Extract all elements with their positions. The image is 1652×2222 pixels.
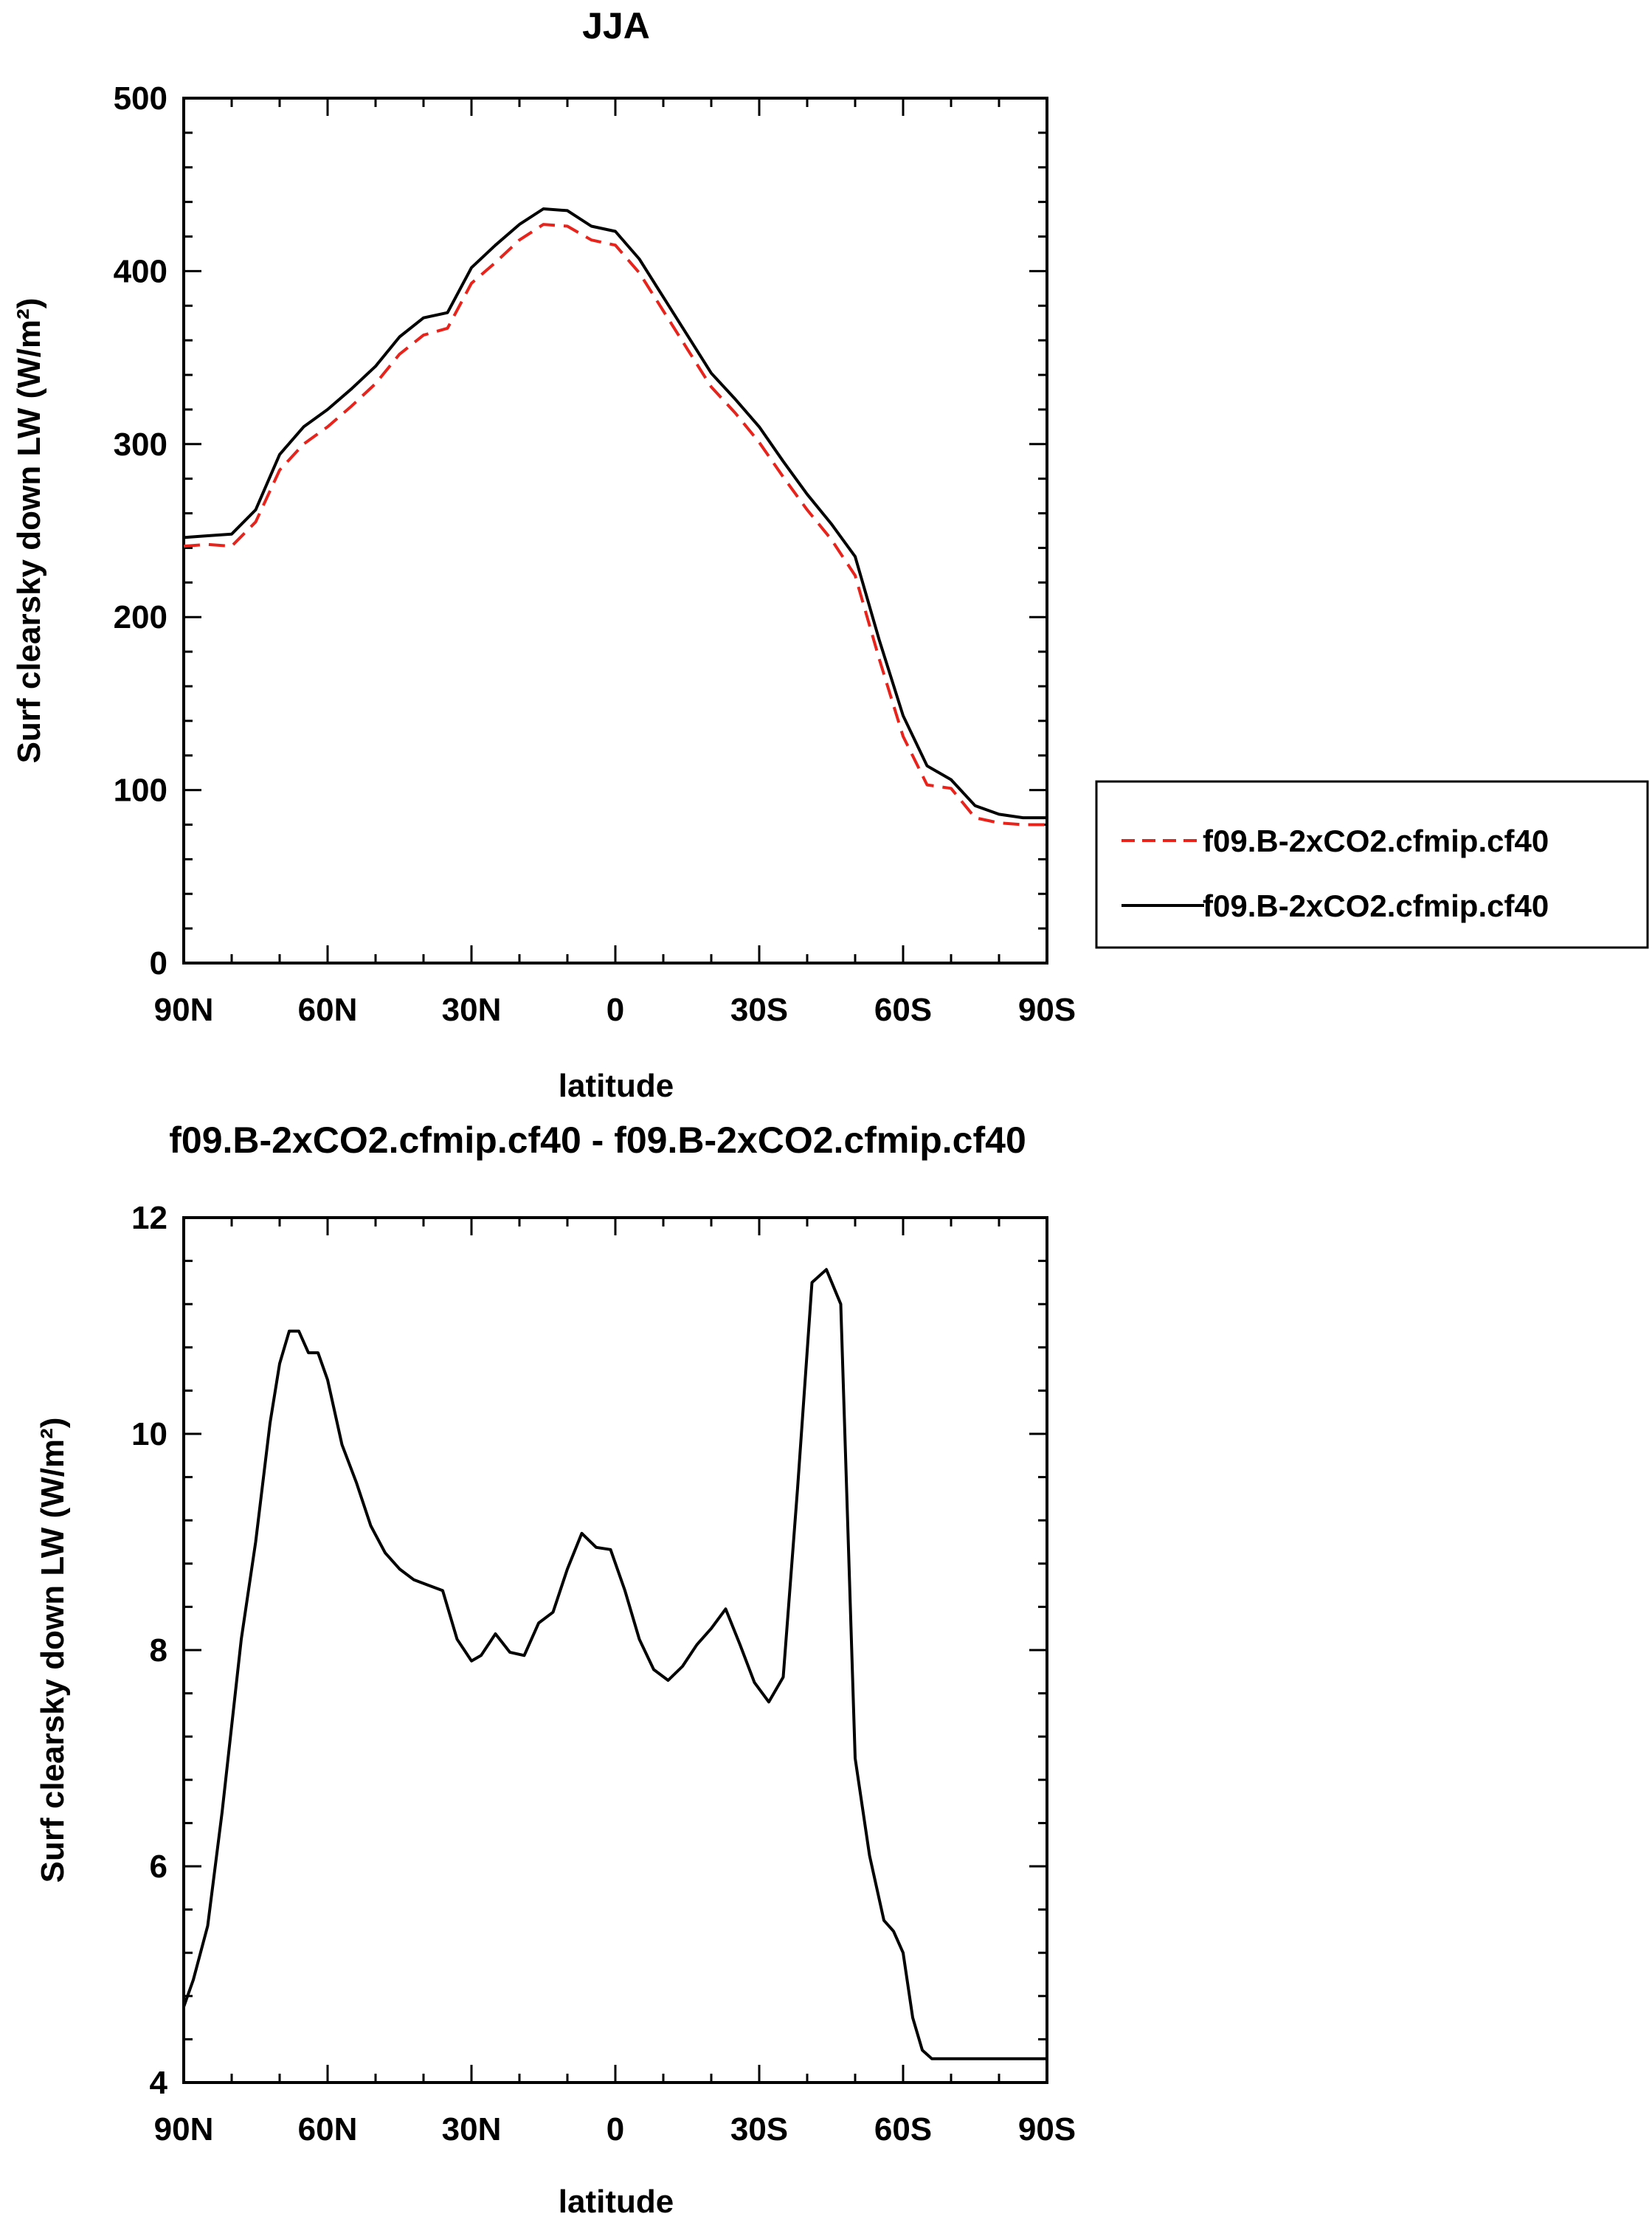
y-tick-label: 6 [150,1849,167,1885]
series-group [183,207,1047,827]
x-tick-label: 90N [154,2111,214,2147]
legend: f09.B-2xCO2.cfmip.cf40 f09.B-2xCO2.cfmip… [1095,780,1649,949]
y-tick-label: 10 [131,1416,167,1452]
legend-label-1: f09.B-2xCO2.cfmip.cf40 [1203,889,1549,923]
y-tick-label: 300 [114,427,167,463]
x-tick-label: 60N [298,992,358,1028]
y-tick-label: 200 [114,599,167,635]
x-tick-label: 30S [730,992,788,1028]
x-tick-label: 60S [874,2111,932,2147]
series-line-0 [182,1268,1047,2060]
x-axis-ticks: 90N 60N 30N 0 30S 60S 90S [154,1218,1076,2147]
y-axis-ticks: 0 100 200 300 400 500 [114,80,1047,981]
x-tick-label: 30S [730,2111,788,2147]
x-axis-title: latitude [559,1068,674,1104]
x-axis-title: latitude [559,2184,674,2220]
x-tick-label: 30N [442,992,502,1028]
plot-frame [182,1216,1048,2084]
x-tick-label: 30N [442,2111,502,2147]
chart-top: JJA 0 100 200 300 400 500 90N 60N 30N 0 30S 60S 90S… [11,5,1649,1104]
y-axis-title: Surf clearsky down LW (W/m²) [35,1418,71,1883]
x-axis-ticks: 90N 60N 30N 0 30S 60S 90S [154,98,1076,1028]
x-tick-label: 60N [298,2111,358,2147]
chart-title: JJA [582,5,650,46]
y-tick-label: 0 [150,945,167,981]
x-tick-label: 90N [154,992,214,1028]
legend-box [1095,780,1649,949]
y-tick-label: 8 [150,1632,167,1669]
y-tick-label: 4 [150,2065,168,2101]
y-axis-title: Surf clearsky down LW (W/m²) [11,298,47,764]
y-tick-label: 12 [131,1200,167,1236]
y-tick-label: 400 [114,253,167,289]
x-tick-label: 90S [1018,2111,1076,2147]
x-tick-label: 60S [874,992,932,1028]
chart-title: f09.B-2xCO2.cfmip.cf40 - f09.B-2xCO2.cfm… [169,1119,1026,1161]
x-tick-label: 0 [606,2111,624,2147]
legend-label-0: f09.B-2xCO2.cfmip.cf40 [1203,824,1549,858]
series-line-0 [183,223,1047,827]
y-axis-ticks: 4 6 8 10 12 [131,1200,1047,2101]
x-tick-label: 0 [606,992,624,1028]
y-tick-label: 100 [114,773,167,809]
y-tick-label: 500 [114,80,167,117]
chart-bottom: f09.B-2xCO2.cfmip.cf40 - f09.B-2xCO2.cfm… [35,1119,1076,2220]
series-group [182,1268,1047,2060]
plot-frame [182,97,1048,965]
series-line-1 [183,207,1047,820]
x-tick-label: 90S [1018,992,1076,1028]
